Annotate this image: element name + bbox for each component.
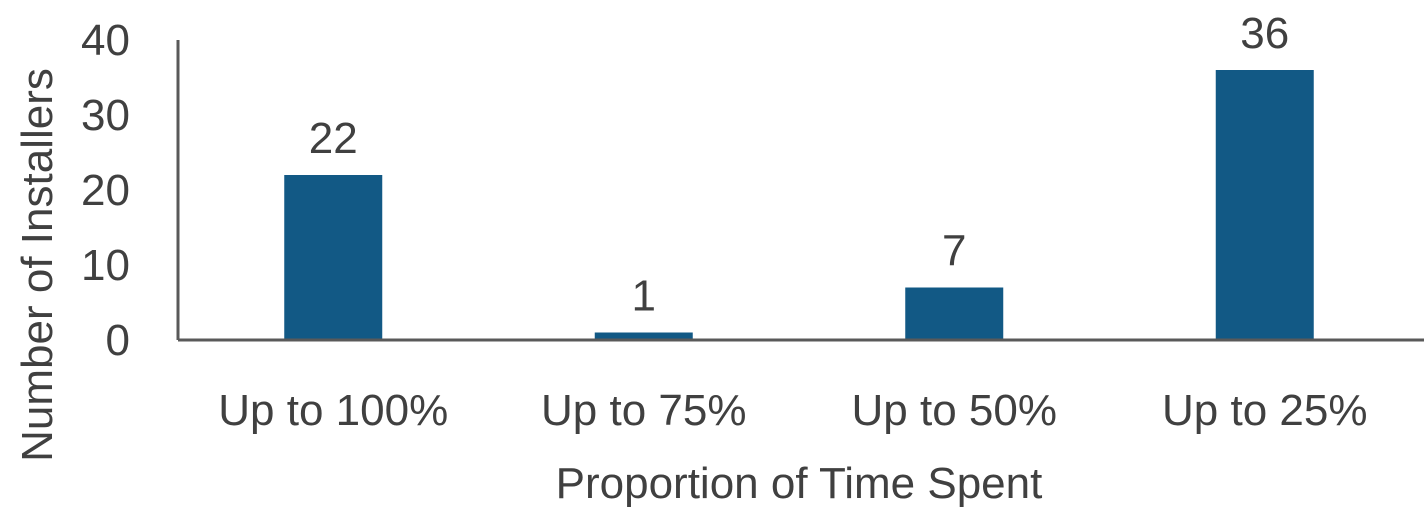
x-axis-title: Proportion of Time Spent [556, 459, 1043, 508]
x-tick-label: Up to 25% [1162, 386, 1367, 435]
data-label: 22 [309, 114, 358, 163]
data-label: 36 [1240, 9, 1289, 58]
x-tick-label: Up to 100% [218, 386, 448, 435]
data-label: 7 [942, 227, 966, 276]
y-axis-title: Number of Installers [13, 68, 62, 462]
bar [905, 287, 1004, 340]
bar [1215, 70, 1314, 340]
data-labels-group: 22 1 7 36 [309, 9, 1289, 321]
y-axis-ticks: 0 10 20 30 40 [81, 16, 130, 365]
x-tick-label: Up to 50% [852, 386, 1057, 435]
y-tick-label: 10 [81, 241, 130, 290]
y-tick-label: 40 [81, 16, 130, 65]
bar [594, 332, 693, 340]
y-tick-label: 30 [81, 91, 130, 140]
data-label: 1 [632, 272, 656, 321]
bar [284, 175, 383, 340]
y-tick-label: 20 [81, 166, 130, 215]
y-tick-label: 0 [106, 316, 130, 365]
x-axis-ticks: Up to 100% Up to 75% Up to 50% Up to 25% [218, 386, 1367, 435]
x-tick-label: Up to 75% [541, 386, 746, 435]
bars-group [284, 70, 1314, 340]
